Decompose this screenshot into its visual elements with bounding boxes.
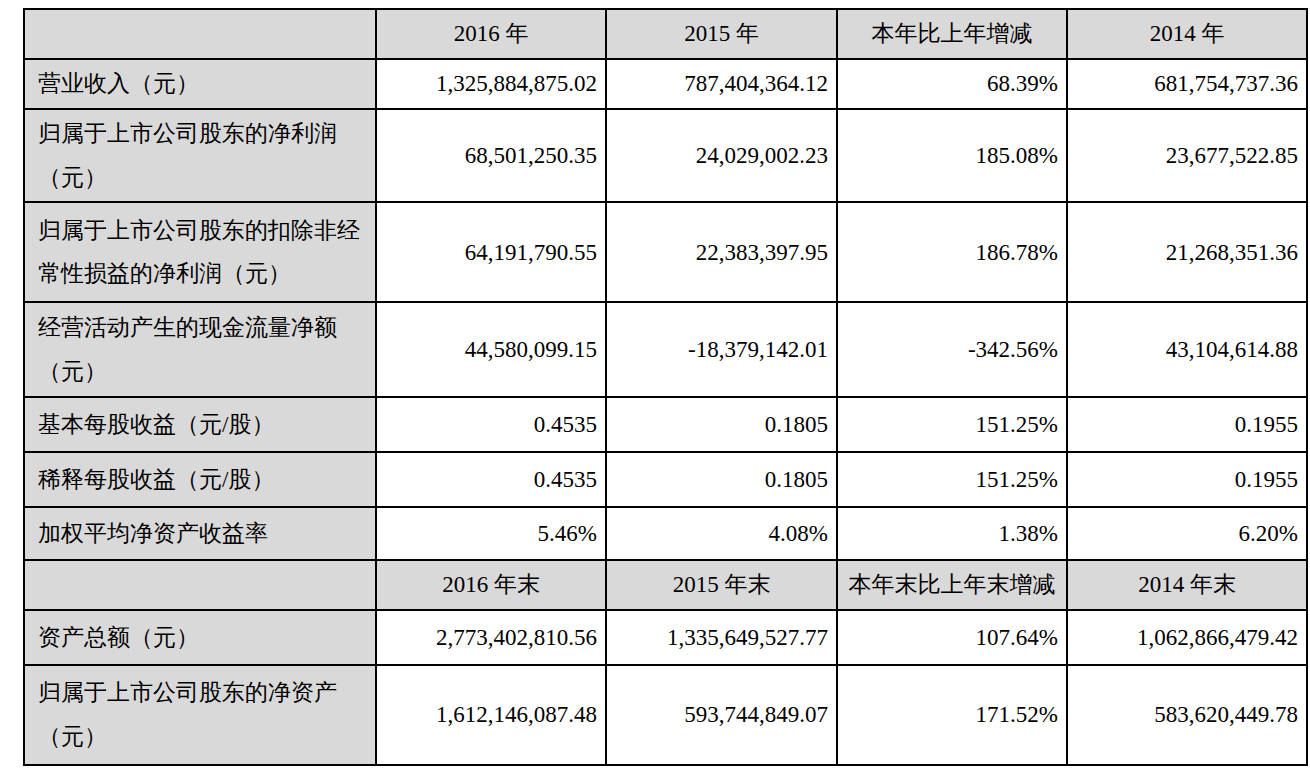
row-label-cell: 营业收入（元） [24, 59, 376, 109]
row-label-cell: 归属于上市公司股东的扣除非经常性损益的净利润（元） [24, 202, 376, 302]
table-row-diluted-eps: 稀释每股收益（元/股） 0.4535 0.1805 151.25% 0.1955 [24, 452, 1307, 507]
report-page: 2016 年 2015 年 本年比上年增减 2014 年 营业收入（元） 1,3… [0, 0, 1310, 768]
value-cell: -18,379,142.01 [606, 302, 837, 397]
table-row-net-profit: 归属于上市公司股东的净利润（元） 68,501,250.35 24,029,00… [24, 109, 1307, 202]
header-yearend-2014: 2014 年末 [1067, 560, 1307, 610]
value-cell: 22,383,397.95 [606, 202, 837, 302]
value-cell: 68.39% [837, 59, 1067, 109]
value-cell: 0.1955 [1067, 397, 1307, 452]
value-cell: 43,104,614.88 [1067, 302, 1307, 397]
header-year-2014: 2014 年 [1067, 9, 1307, 59]
value-cell: 151.25% [837, 452, 1067, 507]
value-cell: 68,501,250.35 [376, 109, 606, 202]
table-row-net-profit-excl-nonrecurring: 归属于上市公司股东的扣除非经常性损益的净利润（元） 64,191,790.55 … [24, 202, 1307, 302]
value-cell: 185.08% [837, 109, 1067, 202]
value-cell: 593,744,849.07 [606, 665, 837, 765]
table-row-operating-cash-flow: 经营活动产生的现金流量净额（元） 44,580,099.15 -18,379,1… [24, 302, 1307, 397]
row-label-cell: 归属于上市公司股东的净资产（元） [24, 665, 376, 765]
value-cell: 1.38% [837, 507, 1067, 560]
value-cell: 5.46% [376, 507, 606, 560]
value-cell: 44,580,099.15 [376, 302, 606, 397]
value-cell: 23,677,522.85 [1067, 109, 1307, 202]
header-yoy-change: 本年比上年增减 [837, 9, 1067, 59]
value-cell: 1,335,649,527.77 [606, 610, 837, 665]
value-cell: 1,612,146,087.48 [376, 665, 606, 765]
table-row-basic-eps: 基本每股收益（元/股） 0.4535 0.1805 151.25% 0.1955 [24, 397, 1307, 452]
table-row-weighted-avg-roe: 加权平均净资产收益率 5.46% 4.08% 1.38% 6.20% [24, 507, 1307, 560]
row-label-cell: 加权平均净资产收益率 [24, 507, 376, 560]
value-cell: 64,191,790.55 [376, 202, 606, 302]
value-cell: 171.52% [837, 665, 1067, 765]
value-cell: 186.78% [837, 202, 1067, 302]
row-label-cell: 资产总额（元） [24, 610, 376, 665]
header-corner-cell [24, 9, 376, 59]
value-cell: 0.4535 [376, 452, 606, 507]
value-cell: 0.1805 [606, 397, 837, 452]
value-cell: 1,062,866,479.42 [1067, 610, 1307, 665]
value-cell: 1,325,884,875.02 [376, 59, 606, 109]
value-cell: 681,754,737.36 [1067, 59, 1307, 109]
header-yearend-2015: 2015 年末 [606, 560, 837, 610]
value-cell: -342.56% [837, 302, 1067, 397]
value-cell: 24,029,002.23 [606, 109, 837, 202]
table-row-total-assets: 资产总额（元） 2,773,402,810.56 1,335,649,527.7… [24, 610, 1307, 665]
row-label-cell: 基本每股收益（元/股） [24, 397, 376, 452]
header-yearend-2016: 2016 年末 [376, 560, 606, 610]
header-year-2015: 2015 年 [606, 9, 837, 59]
value-cell: 4.08% [606, 507, 837, 560]
value-cell: 107.64% [837, 610, 1067, 665]
value-cell: 21,268,351.36 [1067, 202, 1307, 302]
value-cell: 0.1955 [1067, 452, 1307, 507]
header-yearend-change: 本年末比上年末增减 [837, 560, 1067, 610]
header-year-2016: 2016 年 [376, 9, 606, 59]
row-label-cell: 经营活动产生的现金流量净额（元） [24, 302, 376, 397]
value-cell: 2,773,402,810.56 [376, 610, 606, 665]
table-row-net-assets: 归属于上市公司股东的净资产（元） 1,612,146,087.48 593,74… [24, 665, 1307, 765]
header-corner-cell [24, 560, 376, 610]
value-cell: 6.20% [1067, 507, 1307, 560]
row-label-cell: 稀释每股收益（元/股） [24, 452, 376, 507]
value-cell: 0.4535 [376, 397, 606, 452]
key-financial-data-table: 2016 年 2015 年 本年比上年增减 2014 年 营业收入（元） 1,3… [23, 8, 1308, 766]
value-cell: 787,404,364.12 [606, 59, 837, 109]
table-row-revenue: 营业收入（元） 1,325,884,875.02 787,404,364.12 … [24, 59, 1307, 109]
table-header-row-yearend: 2016 年末 2015 年末 本年末比上年末增减 2014 年末 [24, 560, 1307, 610]
table-header-row-annual: 2016 年 2015 年 本年比上年增减 2014 年 [24, 9, 1307, 59]
value-cell: 151.25% [837, 397, 1067, 452]
row-label-cell: 归属于上市公司股东的净利润（元） [24, 109, 376, 202]
value-cell: 583,620,449.78 [1067, 665, 1307, 765]
value-cell: 0.1805 [606, 452, 837, 507]
